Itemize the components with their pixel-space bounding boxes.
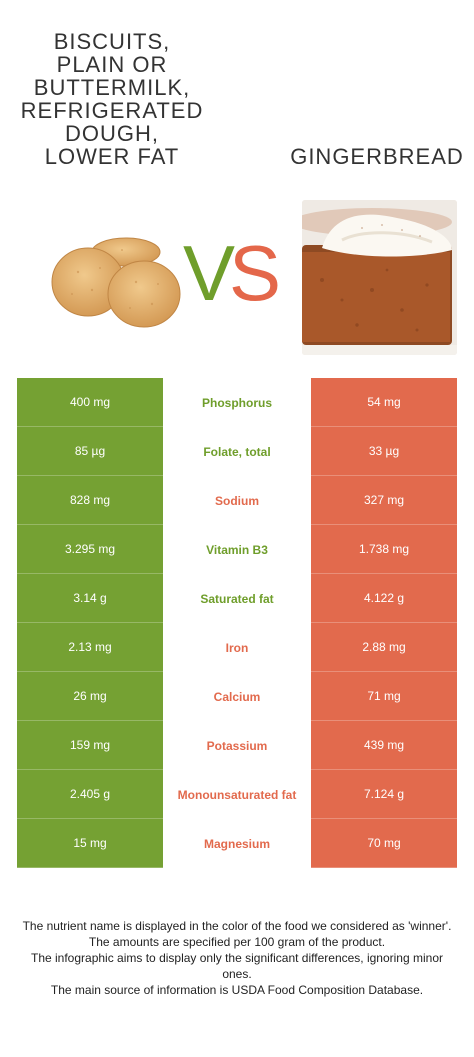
- food-right-title: Gingerbread: [290, 144, 464, 169]
- food-left-value: 85 µg: [17, 427, 163, 476]
- table-row: 3.14 g Saturated fat 4.122 g: [17, 574, 457, 623]
- food-left-value: 26 mg: [17, 672, 163, 721]
- food-left-value: 828 mg: [17, 476, 163, 525]
- table-row: 2.405 g Monounsaturated fat 7.124 g: [17, 770, 457, 819]
- nutrient-name: Folate, total: [163, 427, 311, 476]
- food-left-value: 3.14 g: [17, 574, 163, 623]
- food-left-title-line: buttermilk,: [33, 75, 191, 100]
- footer-note: The infographic aims to display only the…: [31, 951, 443, 981]
- vs-v: V: [183, 229, 236, 317]
- food-right-value: 4.122 g: [311, 574, 457, 623]
- food-right-value: 33 µg: [311, 427, 457, 476]
- footer-note: The nutrient name is displayed in the co…: [22, 919, 452, 933]
- vs-label: VS: [183, 228, 293, 318]
- food-left-value: 400 mg: [17, 378, 163, 427]
- food-left-title-line: refrigerated: [20, 98, 204, 123]
- table-row: 828 mg Sodium 327 mg: [17, 476, 457, 525]
- nutrient-name: Phosphorus: [163, 378, 311, 427]
- nutrient-name: Vitamin B3: [163, 525, 311, 574]
- gingerbread-image: [302, 200, 457, 355]
- food-right-value: 71 mg: [311, 672, 457, 721]
- nutrient-name: Iron: [163, 623, 311, 672]
- food-left-title-line: Biscuits,: [53, 29, 171, 54]
- food-right-value: 327 mg: [311, 476, 457, 525]
- table-row: 15 mg Magnesium 70 mg: [17, 819, 457, 868]
- nutrient-name: Sodium: [163, 476, 311, 525]
- nutrient-name: Potassium: [163, 721, 311, 770]
- food-right-value: 2.88 mg: [311, 623, 457, 672]
- footer-note: The amounts are specified per 100 gram o…: [88, 935, 386, 949]
- food-left-value: 159 mg: [17, 721, 163, 770]
- comparison-table: 400 mg Phosphorus 54 mg 85 µg Folate, to…: [17, 378, 457, 868]
- table-row: 2.13 mg Iron 2.88 mg: [17, 623, 457, 672]
- food-left-title-line: dough,: [65, 121, 159, 146]
- food-left-value: 2.405 g: [17, 770, 163, 819]
- footer-note: The main source of information is USDA F…: [50, 983, 424, 997]
- biscuits-image: [48, 232, 186, 332]
- food-right-value: 439 mg: [311, 721, 457, 770]
- food-right-value: 7.124 g: [311, 770, 457, 819]
- vs-s: S: [229, 229, 282, 317]
- food-left-value: 3.295 mg: [17, 525, 163, 574]
- food-right-value: 54 mg: [311, 378, 457, 427]
- food-left-value: 2.13 mg: [17, 623, 163, 672]
- nutrient-name: Monounsaturated fat: [163, 770, 311, 819]
- nutrient-name: Magnesium: [163, 819, 311, 868]
- nutrient-name: Calcium: [163, 672, 311, 721]
- food-left-value: 15 mg: [17, 819, 163, 868]
- footer-notes: The nutrient name is displayed in the co…: [20, 918, 454, 998]
- table-row: 400 mg Phosphorus 54 mg: [17, 378, 457, 427]
- food-left-title: Biscuits, plain or buttermilk, refrigera…: [0, 30, 224, 168]
- table-row: 26 mg Calcium 71 mg: [17, 672, 457, 721]
- table-row: 85 µg Folate, total 33 µg: [17, 427, 457, 476]
- nutrient-name: Saturated fat: [163, 574, 311, 623]
- table-row: 159 mg Potassium 439 mg: [17, 721, 457, 770]
- food-right-value: 1.738 mg: [311, 525, 457, 574]
- food-left-title-line: lower fat: [44, 144, 180, 169]
- food-right-value: 70 mg: [311, 819, 457, 868]
- table-row: 3.295 mg Vitamin B3 1.738 mg: [17, 525, 457, 574]
- food-left-title-line: plain or: [56, 52, 168, 77]
